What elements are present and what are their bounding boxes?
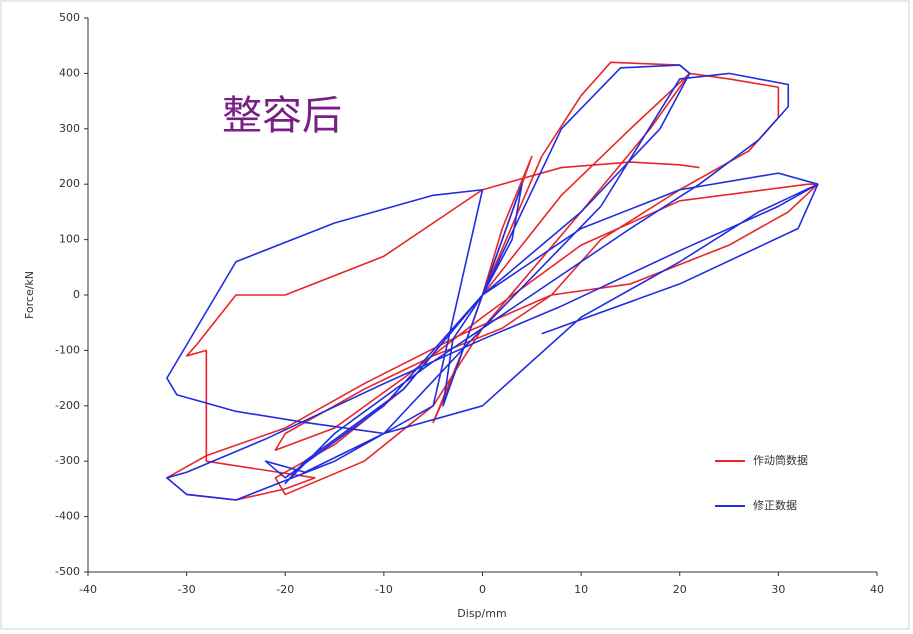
y-tick-label: 400 xyxy=(59,66,80,79)
x-tick-label: -10 xyxy=(375,583,393,596)
y-tick-label: 500 xyxy=(59,11,80,24)
y-tick-label: 200 xyxy=(59,177,80,190)
y-tick-label: 100 xyxy=(59,233,80,246)
y-tick-label: -100 xyxy=(55,343,80,356)
x-tick-label: 30 xyxy=(771,583,785,596)
x-tick-label: 0 xyxy=(479,583,486,596)
series-line xyxy=(166,64,819,501)
x-tick-label: 20 xyxy=(673,583,687,596)
x-tick-label: 40 xyxy=(870,583,884,596)
y-tick-label: -300 xyxy=(55,454,80,467)
x-tick-label: -30 xyxy=(178,583,196,596)
x-axis-label: Disp/mm xyxy=(457,607,506,620)
y-axis-label: Force/kN xyxy=(23,271,36,319)
x-tick-label: 10 xyxy=(574,583,588,596)
x-tick-label: -20 xyxy=(276,583,294,596)
annotation: 整容后 xyxy=(222,93,342,139)
legend-label: 修正数据 xyxy=(753,498,797,512)
y-tick-label: 300 xyxy=(59,122,80,135)
y-tick-label: -200 xyxy=(55,399,80,412)
y-tick-label: -500 xyxy=(55,565,80,578)
legend-label: 作动筒数据 xyxy=(753,453,808,467)
y-tick-label: -400 xyxy=(55,510,80,523)
y-tick-label: 0 xyxy=(73,288,80,301)
x-tick-label: -40 xyxy=(79,583,97,596)
